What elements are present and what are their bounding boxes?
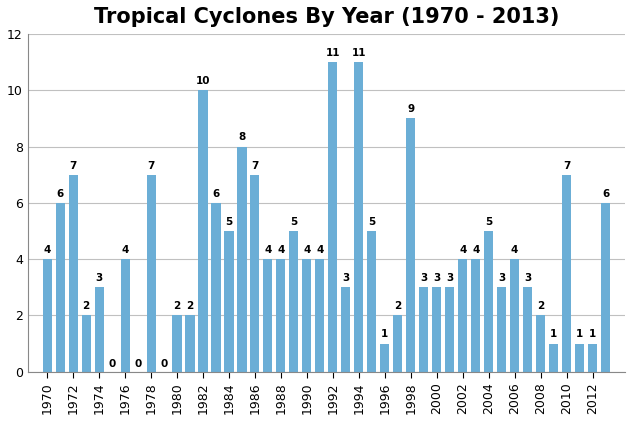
Bar	[185, 315, 195, 372]
Bar	[562, 175, 571, 372]
Bar	[224, 231, 233, 372]
Text: 4: 4	[511, 245, 518, 255]
Text: 8: 8	[238, 132, 246, 142]
Text: 4: 4	[459, 245, 466, 255]
Bar	[212, 203, 221, 372]
Text: 2: 2	[83, 301, 90, 311]
Text: 7: 7	[563, 160, 570, 171]
Bar	[250, 175, 260, 372]
Bar	[315, 259, 324, 372]
Bar	[173, 315, 181, 372]
Bar	[238, 147, 246, 372]
Bar	[276, 259, 286, 372]
Bar	[328, 62, 337, 372]
Bar	[264, 259, 272, 372]
Text: 6: 6	[602, 189, 609, 199]
Text: 0: 0	[161, 359, 167, 369]
Text: 3: 3	[95, 273, 103, 283]
Bar	[355, 62, 363, 372]
Bar	[95, 288, 104, 372]
Text: 5: 5	[485, 217, 492, 227]
Bar	[341, 288, 350, 372]
Bar	[549, 344, 558, 372]
Text: 7: 7	[70, 160, 77, 171]
Bar	[432, 288, 441, 372]
Text: 9: 9	[407, 104, 415, 114]
Bar	[458, 259, 467, 372]
Text: 7: 7	[147, 160, 155, 171]
Text: 3: 3	[420, 273, 427, 283]
Text: 11: 11	[325, 48, 340, 58]
Text: 1: 1	[381, 329, 389, 339]
Text: 3: 3	[446, 273, 453, 283]
Bar	[445, 288, 454, 372]
Text: 1: 1	[550, 329, 557, 339]
Text: 4: 4	[316, 245, 324, 255]
Text: 2: 2	[537, 301, 544, 311]
Text: 0: 0	[135, 359, 142, 369]
Text: 2: 2	[394, 301, 401, 311]
Bar	[419, 288, 428, 372]
Text: 4: 4	[121, 245, 129, 255]
Text: 4: 4	[303, 245, 310, 255]
Bar	[42, 259, 52, 372]
Text: 1: 1	[576, 329, 583, 339]
Bar	[69, 175, 78, 372]
Text: 2: 2	[186, 301, 193, 311]
Bar	[536, 315, 545, 372]
Text: 11: 11	[351, 48, 366, 58]
Bar	[121, 259, 130, 372]
Text: 4: 4	[472, 245, 480, 255]
Bar	[601, 203, 610, 372]
Text: 4: 4	[44, 245, 51, 255]
Text: 3: 3	[524, 273, 532, 283]
Text: 3: 3	[433, 273, 441, 283]
Text: 5: 5	[368, 217, 375, 227]
Text: 6: 6	[212, 189, 219, 199]
Bar	[289, 231, 298, 372]
Bar	[198, 91, 207, 372]
Text: 5: 5	[290, 217, 298, 227]
Bar	[510, 259, 520, 372]
Title: Tropical Cyclones By Year (1970 - 2013): Tropical Cyclones By Year (1970 - 2013)	[94, 7, 559, 27]
Bar	[367, 231, 377, 372]
Text: 0: 0	[109, 359, 116, 369]
Bar	[523, 288, 532, 372]
Bar	[302, 259, 312, 372]
Bar	[471, 259, 480, 372]
Bar	[380, 344, 389, 372]
Text: 3: 3	[342, 273, 349, 283]
Text: 7: 7	[252, 160, 258, 171]
Bar	[147, 175, 155, 372]
Text: 3: 3	[498, 273, 506, 283]
Bar	[575, 344, 584, 372]
Text: 10: 10	[196, 76, 210, 86]
Text: 4: 4	[277, 245, 284, 255]
Text: 4: 4	[264, 245, 272, 255]
Bar	[56, 203, 64, 372]
Bar	[406, 118, 415, 372]
Text: 1: 1	[589, 329, 596, 339]
Bar	[484, 231, 493, 372]
Bar	[588, 344, 597, 372]
Bar	[393, 315, 403, 372]
Text: 5: 5	[226, 217, 233, 227]
Bar	[497, 288, 506, 372]
Text: 2: 2	[173, 301, 181, 311]
Text: 6: 6	[56, 189, 64, 199]
Bar	[82, 315, 90, 372]
